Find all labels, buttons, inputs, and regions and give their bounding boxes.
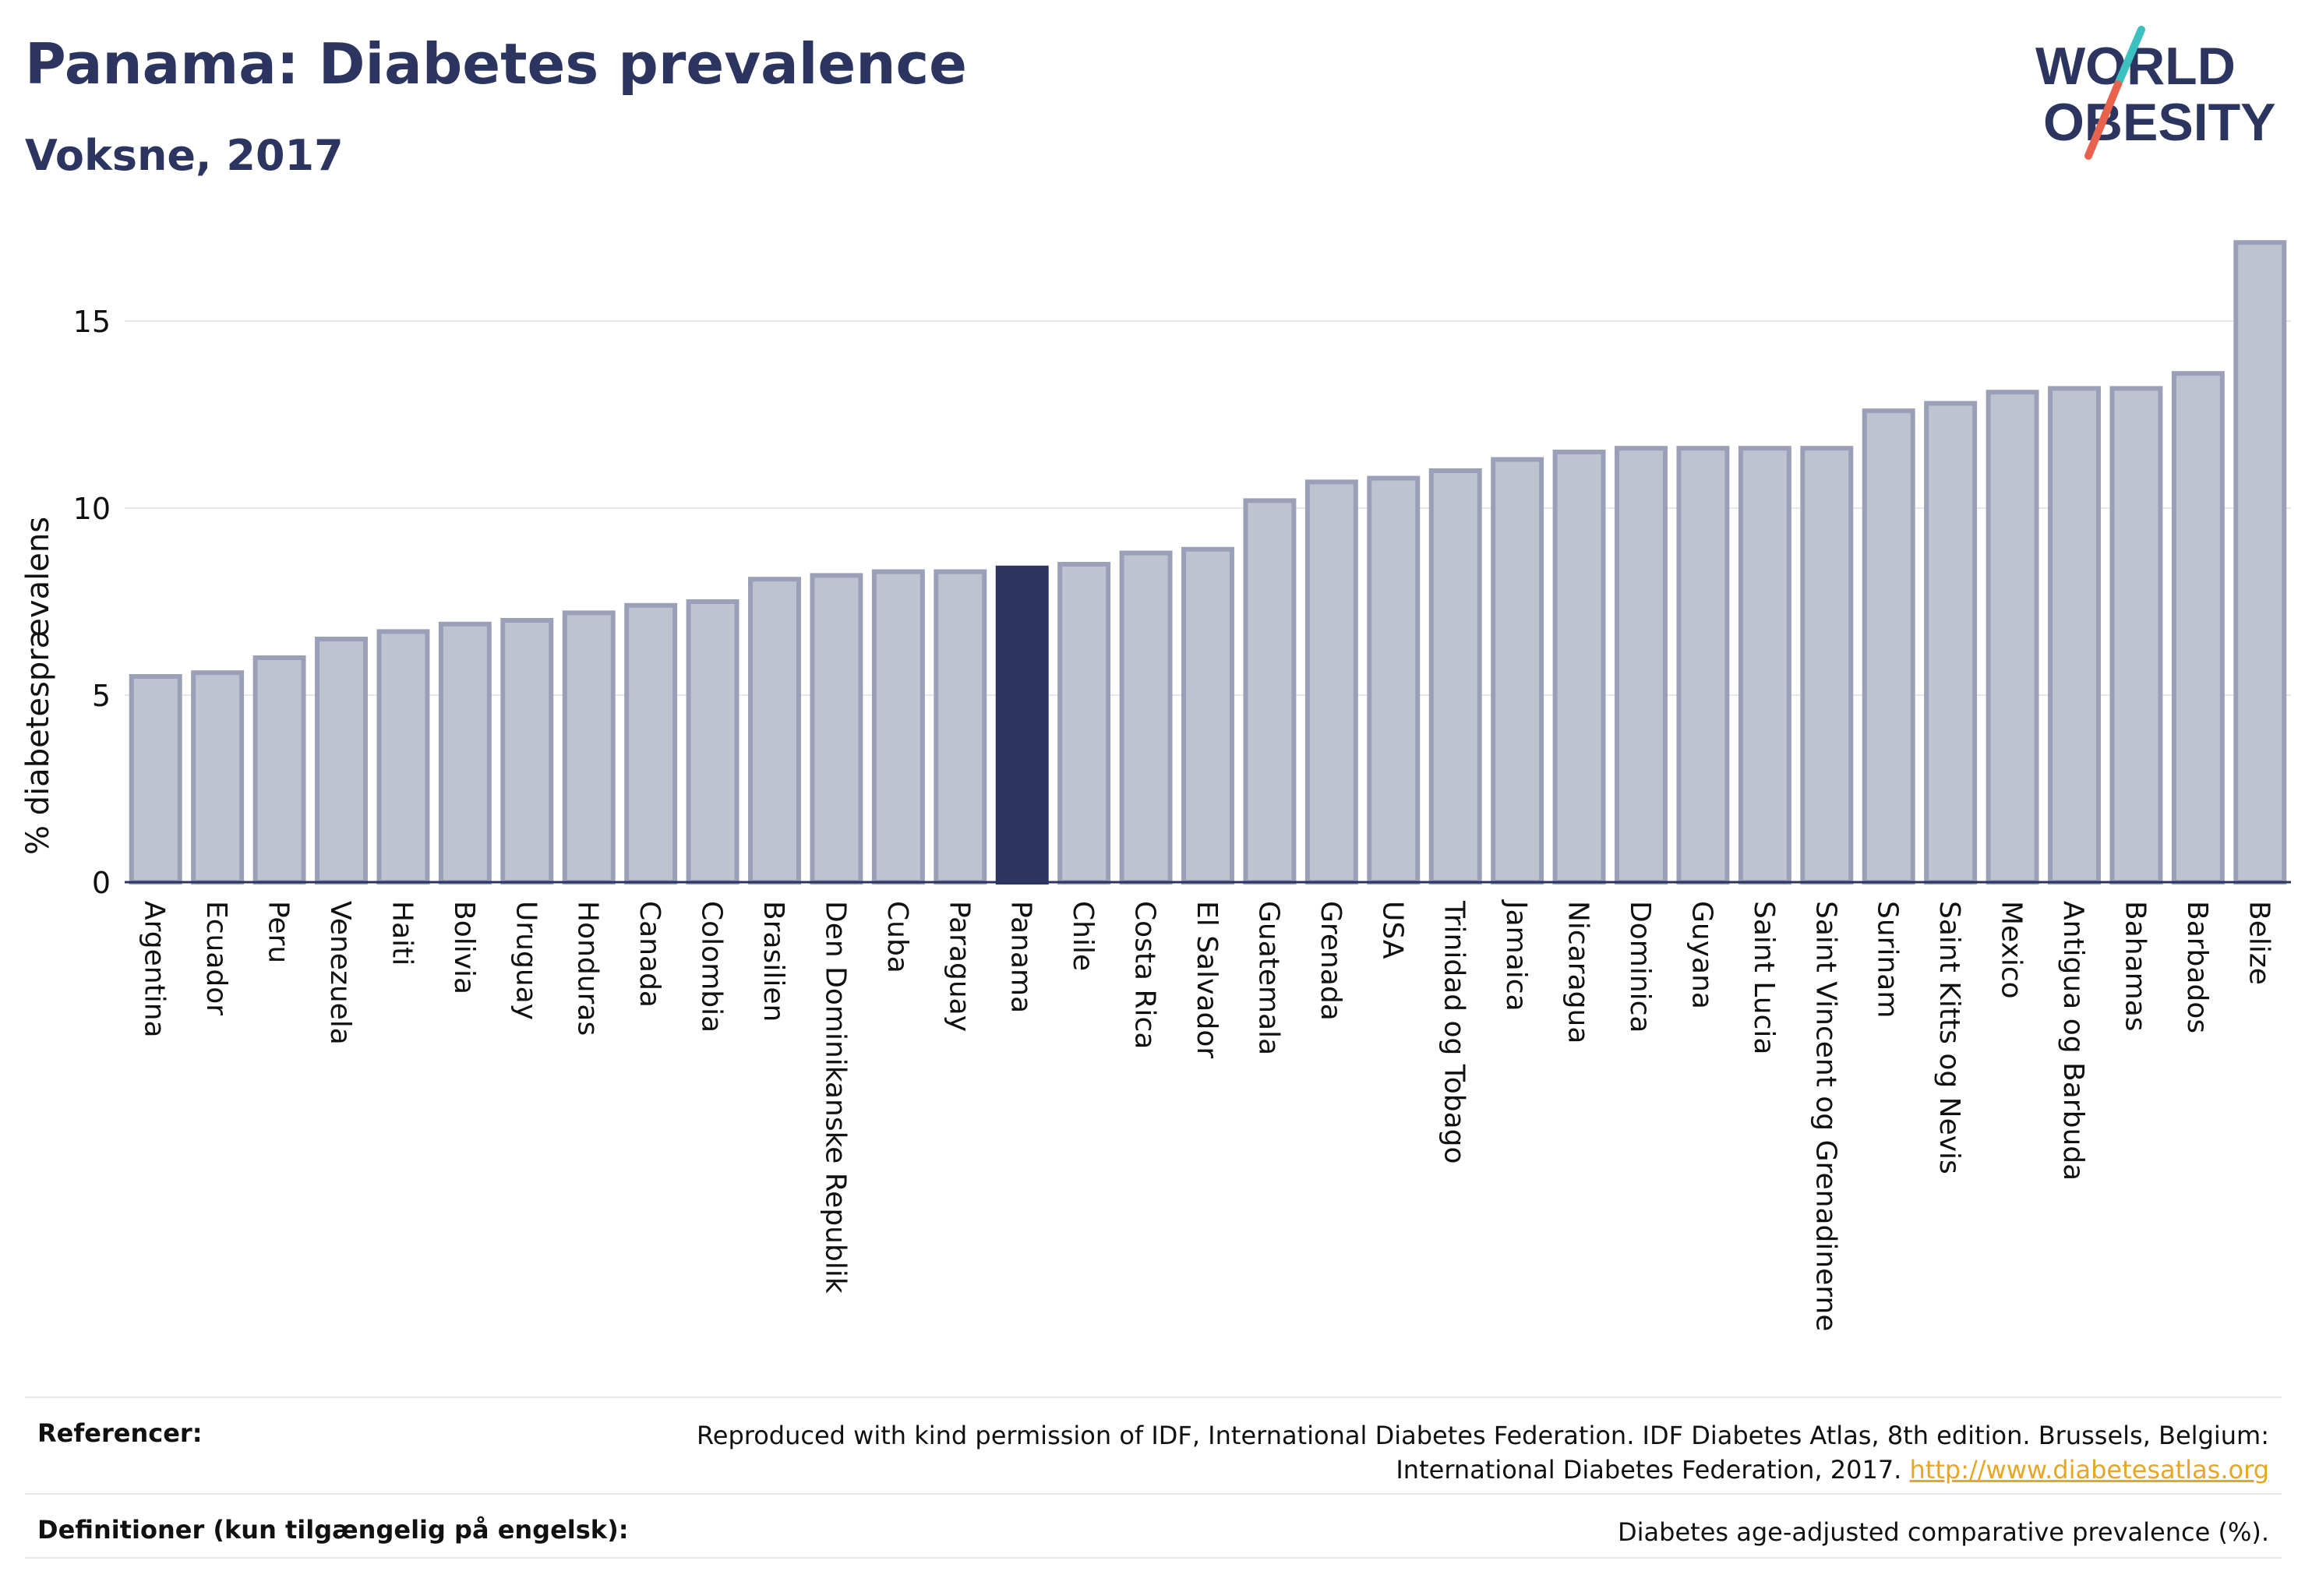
x-tick-label: Grenada [1315, 901, 1347, 1021]
x-tick-label: Cuba [881, 901, 913, 973]
chart-title: Panama: Diabetes prevalence [25, 31, 967, 97]
x-tick-label: Canada [634, 901, 665, 1008]
bar [1243, 498, 1297, 885]
x-tick-label: Brasilien [757, 901, 789, 1022]
x-tick-label: Antigua og Barbuda [2057, 901, 2089, 1181]
x-tick-label: Saint Kitts og Nevis [1933, 901, 1965, 1174]
x-tick-label: Nicaragua [1562, 901, 1594, 1043]
x-tick-label: Den Dominikanske Republik [819, 901, 851, 1294]
y-tick-label: 15 [73, 305, 111, 339]
x-tick-label: Barbados [2181, 901, 2213, 1033]
bar [624, 602, 678, 885]
x-tick-label: Haiti [386, 901, 418, 966]
bar [871, 569, 925, 885]
bar [810, 573, 863, 885]
x-tick-label: Saint Vincent og Grenadinerne [1809, 901, 1841, 1331]
bar [376, 629, 430, 885]
bar [1304, 479, 1358, 885]
x-tick-label: Paraguay [943, 901, 975, 1032]
x-tick-label: Guyana [1686, 901, 1717, 1009]
y-tick-label: 5 [92, 679, 111, 713]
bar [2109, 386, 2163, 885]
bar [1615, 446, 1668, 885]
bar-highlight [995, 565, 1049, 885]
bar [1181, 546, 1234, 885]
y-tick-label: 10 [73, 492, 111, 526]
references-link[interactable]: http://www.diabetesatlas.org [1909, 1455, 2269, 1485]
x-tick-label: Costa Rica [1129, 901, 1161, 1049]
bar [1552, 450, 1606, 885]
x-tick-label: Argentina [139, 901, 171, 1038]
x-tick-label: Belize [2243, 901, 2275, 985]
bar [1676, 446, 1730, 885]
x-tick-label: Peru [263, 901, 295, 963]
x-tick-label: Venezuela [324, 901, 356, 1045]
chart-subtitle: Voksne, 2017 [25, 131, 344, 180]
x-tick-label: Mexico [1996, 901, 2028, 999]
bar [562, 610, 616, 885]
bar [2048, 386, 2101, 885]
bar [315, 637, 368, 885]
references-row: Referencer: Reproduced with kind permiss… [25, 1396, 2282, 1493]
y-axis-label: % diabetesprævalens [20, 517, 56, 855]
x-tick-label: Surinam [1872, 901, 1904, 1018]
world-obesity-logo: WORLD OBESITY [2035, 26, 2276, 160]
bar [2171, 371, 2225, 885]
bar [1800, 446, 1854, 885]
bar [1119, 550, 1173, 885]
footer-table: Referencer: Reproduced with kind permiss… [25, 1396, 2282, 1559]
references-text: Reproduced with kind permission of IDF, … [696, 1421, 2269, 1485]
bar [1986, 390, 2039, 885]
definitions-row: Definitioner (kun tilgængelig på engelsk… [25, 1493, 2282, 1559]
bar [1924, 401, 1978, 885]
bar [686, 599, 740, 885]
bars [129, 240, 2287, 885]
logo-line-2: OBESITY [2043, 93, 2276, 152]
x-tick-label: Saint Lucia [1748, 901, 1780, 1054]
y-tick-labels: 0 5 10 15 [73, 305, 111, 900]
references-value: Reproduced with kind permission of IDF, … [555, 1418, 2282, 1487]
x-tick-label: Ecuador [200, 901, 232, 1015]
bar [1862, 408, 1915, 885]
bar [1367, 475, 1421, 885]
x-tick-label: Dominica [1624, 901, 1656, 1033]
x-tick-label: Colombia [696, 901, 728, 1033]
definitions-value: Diabetes age-adjusted comparative preval… [1618, 1517, 2269, 1547]
bar [748, 577, 801, 885]
x-tick-label: Chile [1067, 901, 1099, 971]
x-tick-label: Uruguay [510, 901, 542, 1020]
bar-chart: 0 5 10 15 Argentina Ecuador Peru Venezuela Hait… [20, 240, 2291, 1331]
x-tick-label: Trinidad og Tobago [1438, 900, 1470, 1164]
bar [129, 674, 182, 885]
bar [500, 618, 554, 885]
x-tick-label: Honduras [572, 901, 604, 1036]
x-tick-label: Bolivia [448, 901, 480, 994]
bar [1057, 562, 1111, 885]
x-tick-label: Guatemala [1252, 901, 1284, 1055]
y-tick-label: 0 [92, 866, 111, 900]
bar [252, 655, 306, 885]
bar [438, 621, 492, 885]
x-tick-labels: Argentina Ecuador Peru Venezuela Haiti Bolivi… [139, 899, 2275, 1331]
bar [2233, 240, 2287, 885]
x-tick-label: Bahamas [2119, 901, 2151, 1032]
x-tick-label: USA [1376, 901, 1408, 959]
x-tick-label: El Salvador [1191, 901, 1223, 1058]
bar [191, 670, 245, 885]
bar [1491, 457, 1544, 885]
bar [934, 569, 987, 885]
references-label: Referencer: [37, 1418, 203, 1448]
bar [1738, 446, 1791, 885]
bar [1428, 468, 1482, 885]
x-tick-label: Panama [1005, 901, 1037, 1013]
x-tick-label: Jamaica [1500, 899, 1532, 1012]
definitions-label: Definitioner (kun tilgængelig på engelsk… [37, 1515, 629, 1545]
